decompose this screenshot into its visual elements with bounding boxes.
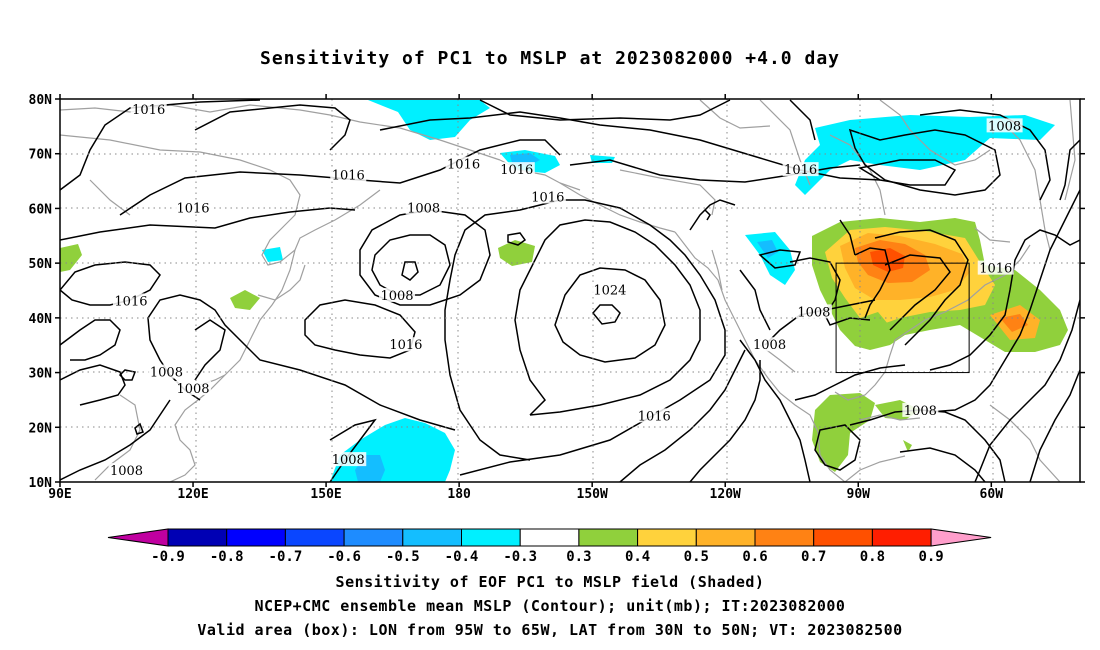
contour-label: 1016 [784, 163, 817, 178]
contour-label: 1016 [531, 190, 564, 205]
colorbar-label: 0.5 [684, 549, 709, 565]
contour-label: 1024 [593, 284, 626, 299]
positive-sensitivity-region [498, 240, 535, 266]
contour-label: 1008 [797, 305, 830, 320]
contour-label: 1008 [988, 119, 1021, 134]
mslp-contours [60, 99, 1080, 482]
contour-label: 1008 [407, 201, 440, 216]
colorbar-swatch [402, 528, 462, 547]
lat-label: 80N [29, 93, 53, 108]
colorbar-swatch [578, 528, 639, 547]
contour-label: 1016 [114, 294, 147, 309]
colorbar-swatch [167, 528, 228, 547]
figure-title: Sensitivity of PC1 to MSLP at 2023082000… [259, 48, 840, 69]
negative-sensitivity-region [795, 115, 1055, 195]
contour-label: 1016 [332, 169, 365, 184]
contour-label: 1008 [753, 338, 786, 353]
colorbar-over-triangle [930, 528, 992, 547]
contour-label: 1008 [150, 366, 183, 381]
colorbar-label: -0.7 [269, 549, 303, 565]
lon-label: 150E [310, 487, 341, 502]
positive-sensitivity-region [812, 393, 875, 472]
lon-label: 120E [177, 487, 208, 502]
colorbar-label: -0.5 [386, 549, 420, 565]
lon-label: 150W [577, 487, 608, 502]
lat-label: 60N [29, 202, 53, 217]
caption-contour: NCEP+CMC ensemble mean MSLP (Contour); u… [254, 597, 846, 615]
lat-label: 30N [29, 367, 53, 382]
contour-label: 1016 [176, 201, 209, 216]
colorbar-swatch [695, 528, 756, 547]
lon-label: 180 [447, 487, 471, 502]
colorbar-label: -0.8 [210, 549, 244, 565]
colorbar-label: -0.6 [327, 549, 361, 565]
contour-label: 1008 [332, 453, 365, 468]
colorbar-swatch [754, 528, 815, 547]
colorbar-label: 0.8 [860, 549, 885, 565]
positive-sensitivity-region [860, 312, 888, 332]
contour-label: 1008 [904, 404, 937, 419]
shaded-sensitivity [60, 100, 1068, 482]
lat-label: 10N [29, 476, 53, 491]
caption-shading: Sensitivity of EOF PC1 to MSLP field (Sh… [335, 573, 765, 591]
colorbar-label: 0.6 [742, 549, 767, 565]
latitude-axis: 80N 70N 60N 50N 40N 30N 20N 10N [29, 93, 1085, 491]
colorbar-label: 0.7 [801, 549, 826, 565]
lon-label: 90W [847, 487, 871, 502]
caption-valid-area: Valid area (box): LON from 95W to 65W, L… [197, 621, 903, 639]
lat-label: 20N [29, 421, 53, 436]
contour-label: 1016 [132, 103, 165, 118]
colorbar-label: 0.4 [625, 549, 650, 565]
valid-area-box [835, 262, 970, 374]
positive-sensitivity-region [60, 244, 82, 272]
contour-label: 1008 [110, 464, 143, 479]
lon-label: 90E [48, 487, 71, 502]
contour-label: 1016 [500, 163, 533, 178]
colorbar-under-triangle [107, 528, 169, 547]
colorbar-swatch [461, 528, 521, 547]
colorbar-swatch [813, 528, 873, 547]
lat-label: 70N [29, 148, 53, 163]
colorbar-swatch [871, 528, 932, 547]
positive-sensitivity-region [230, 290, 260, 310]
colorbar: -0.9 -0.8 -0.7 -0.6 -0.5 -0.4 -0.3 0.3 0.4 0.5 0.6… [107, 528, 992, 565]
contour-label: 1016 [389, 338, 422, 353]
contour-label: 1016 [447, 158, 480, 173]
contour-label: 1008 [176, 382, 209, 397]
lon-label: 120W [710, 487, 741, 502]
negative-sensitivity-region [262, 247, 283, 262]
contour-label: 1016 [979, 262, 1012, 277]
colorbar-label: 0.9 [918, 549, 943, 565]
colorbar-label: -0.3 [503, 549, 537, 565]
contour-label: 1008 [380, 289, 413, 304]
lat-label: 50N [29, 257, 53, 272]
colorbar-label: 0.3 [566, 549, 591, 565]
colorbar-swatch [519, 528, 580, 547]
lon-label: 60W [980, 487, 1004, 502]
colorbar-swatch [637, 528, 697, 547]
colorbar-label: -0.9 [151, 549, 185, 565]
lat-label: 40N [29, 312, 53, 327]
colorbar-swatch [343, 528, 404, 547]
colorbar-swatch [226, 528, 286, 547]
grid-lines [60, 99, 1080, 482]
colorbar-label: -0.4 [445, 549, 479, 565]
negative-sensitivity-region [330, 418, 455, 482]
colorbar-swatch [284, 528, 345, 547]
map-frame [59, 98, 1081, 483]
negative-sensitivity-region [745, 232, 795, 285]
longitude-axis: 90E 120E 150E 180 150W 120W 90W 60W [48, 94, 1003, 502]
contour-label: 1016 [638, 409, 671, 424]
